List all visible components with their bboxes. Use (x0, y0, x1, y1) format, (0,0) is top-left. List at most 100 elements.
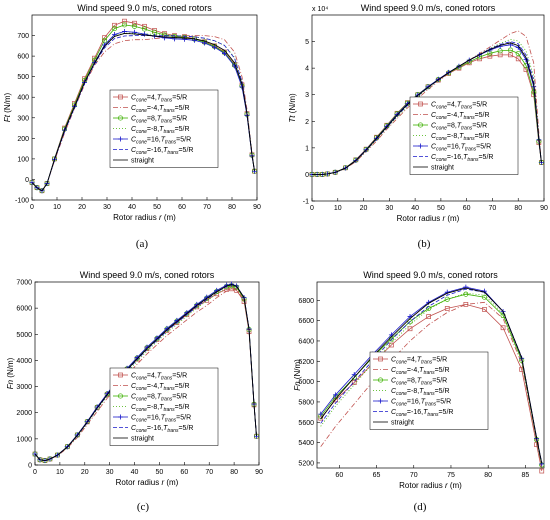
x-tick-label: 65 (373, 472, 381, 479)
x-tick-label: 80 (228, 204, 236, 211)
legend-marker (378, 398, 383, 404)
legend-label: Ccone=4,Ttrans=5/R (391, 357, 447, 366)
data-point-c4 (500, 325, 506, 331)
y-tick-label: 100 (17, 156, 29, 163)
y-tick-label: 0 (28, 463, 32, 470)
panel-caption: (b) (418, 238, 431, 250)
y-tick-label: 3 (305, 92, 309, 99)
x-tick-label: 30 (106, 469, 114, 476)
series-line-straight (31, 33, 255, 192)
chart-panel-c: Wind speed 9.0 m/s, coned rotors 0 10 20 30 4… (6, 270, 263, 513)
data-point-c4 (132, 20, 137, 26)
y-tick-label: 4000 (16, 358, 32, 365)
data-point-c4 (482, 307, 487, 312)
legend-label: Ccone=-8,Ttrans=5/R (431, 133, 490, 142)
series-line-cm4 (31, 35, 255, 192)
y-tick-label: 2 (305, 119, 309, 126)
legend-label: Ccone=-16,Ttrans=5/R (391, 409, 453, 418)
y-tick-label: 6000 (16, 306, 32, 313)
panel-caption: (a) (136, 238, 149, 250)
data-point-c8 (131, 23, 138, 29)
y-axis-label: Ft (N/m) (3, 93, 12, 123)
data-point-c8 (507, 47, 514, 53)
y-axis-label: Fn (N/m) (6, 357, 15, 389)
x-tick-label: 85 (521, 472, 529, 479)
panel-caption: (c) (137, 501, 150, 513)
y-tick-label: 4 (305, 66, 309, 73)
legend-label: Ccone=-4,Ttrans=5/R (391, 367, 450, 376)
y-tick-label: 6000 (298, 379, 314, 386)
y-tick-label: 6600 (298, 318, 314, 325)
y-tick-label: -100 (15, 198, 29, 205)
series-line-straight (320, 287, 543, 464)
y-tick-label: 200 (17, 136, 29, 143)
chart-title: Wind speed 9.0 m/s, coned rotors (361, 3, 496, 13)
legend-marker (118, 414, 123, 420)
y-tick-label: 6200 (298, 359, 314, 366)
x-tick-label: 70 (410, 472, 418, 479)
y-tick-label: 5600 (298, 420, 314, 427)
x-axis-label: Rotor radius r (m) (113, 213, 176, 222)
legend-marker (377, 377, 384, 383)
y-tick-label: 5400 (298, 440, 314, 447)
x-axis-label: Rotor radius r (m) (399, 481, 462, 490)
data-point-c16 (229, 281, 235, 287)
panel-caption: (d) (414, 501, 427, 513)
legend-label: Ccone=16,Ttrans=5/R (131, 137, 191, 146)
legend-label: Ccone=-4,Ttrans=5/R (131, 105, 190, 114)
y-tick-label: 600 (17, 54, 29, 61)
data-point-c4 (351, 380, 357, 385)
data-point-c8 (407, 319, 413, 325)
data-point-c4 (407, 326, 413, 332)
series-line-c4 (320, 303, 543, 472)
y-tick-label: 5 (305, 39, 309, 46)
series-line-cm4 (320, 301, 543, 468)
x-tick-label: 0 (30, 204, 34, 211)
series-line-cm4 (34, 288, 257, 462)
x-tick-label: 80 (230, 469, 238, 476)
y-tick-label: 3000 (16, 384, 32, 391)
x-tick-label: 0 (33, 469, 37, 476)
data-point-c4 (444, 306, 450, 311)
data-point-c4 (487, 53, 493, 59)
y-axis-label: Tt (N/m) (288, 93, 297, 123)
data-point-c8 (444, 296, 450, 302)
legend-label: Ccone=8,Ttrans=5/R (391, 378, 447, 387)
chart-panel-d: Wind speed 9.0 m/s, coned rotors 60 65 70 75… (293, 270, 545, 513)
data-point-c4 (426, 314, 431, 319)
data-point-c16 (444, 289, 450, 295)
data-point-c4 (122, 18, 127, 24)
x-tick-label: 40 (131, 469, 139, 476)
legend-marker (417, 122, 424, 128)
x-tick-label: 70 (203, 204, 211, 211)
legend-label: Ccone=-16,Ttrans=5/R (131, 425, 193, 434)
legend-label: Ccone=-16,Ttrans=5/R (131, 147, 193, 156)
x-tick-label: 70 (205, 469, 213, 476)
legend-label: Ccone=-8,Ttrans=5/R (391, 388, 450, 397)
chart-title: Wind speed 9.0 m/s, coned rotors (77, 3, 212, 13)
y-axis-label: Fn (N/m) (293, 359, 302, 391)
x-tick-label: 10 (334, 205, 342, 212)
legend-label: Ccone=4,Ttrans=5/R (131, 373, 187, 382)
x-tick-label: 50 (153, 204, 161, 211)
x-tick-label: 10 (56, 469, 64, 476)
data-point-c4 (508, 52, 513, 58)
y-tick-label: 500 (17, 74, 29, 81)
x-tick-label: 30 (103, 204, 111, 211)
x-tick-label: 20 (360, 205, 368, 212)
chart-title: Wind speed 9.0 m/s, coned rotors (363, 270, 498, 280)
data-point-c16 (351, 371, 357, 377)
y-tick-label: 7000 (16, 280, 32, 287)
legend-marker (118, 372, 123, 378)
x-tick-label: 20 (81, 469, 89, 476)
data-point-c16 (222, 50, 227, 56)
legend-label: straight (131, 436, 154, 443)
legend-label: straight (431, 165, 454, 172)
legend-marker (117, 393, 124, 399)
legend-marker (418, 101, 423, 107)
chart-panel-a: Wind speed 9.0 m/s, coned rotors 0 10 20 30 4… (3, 3, 261, 250)
